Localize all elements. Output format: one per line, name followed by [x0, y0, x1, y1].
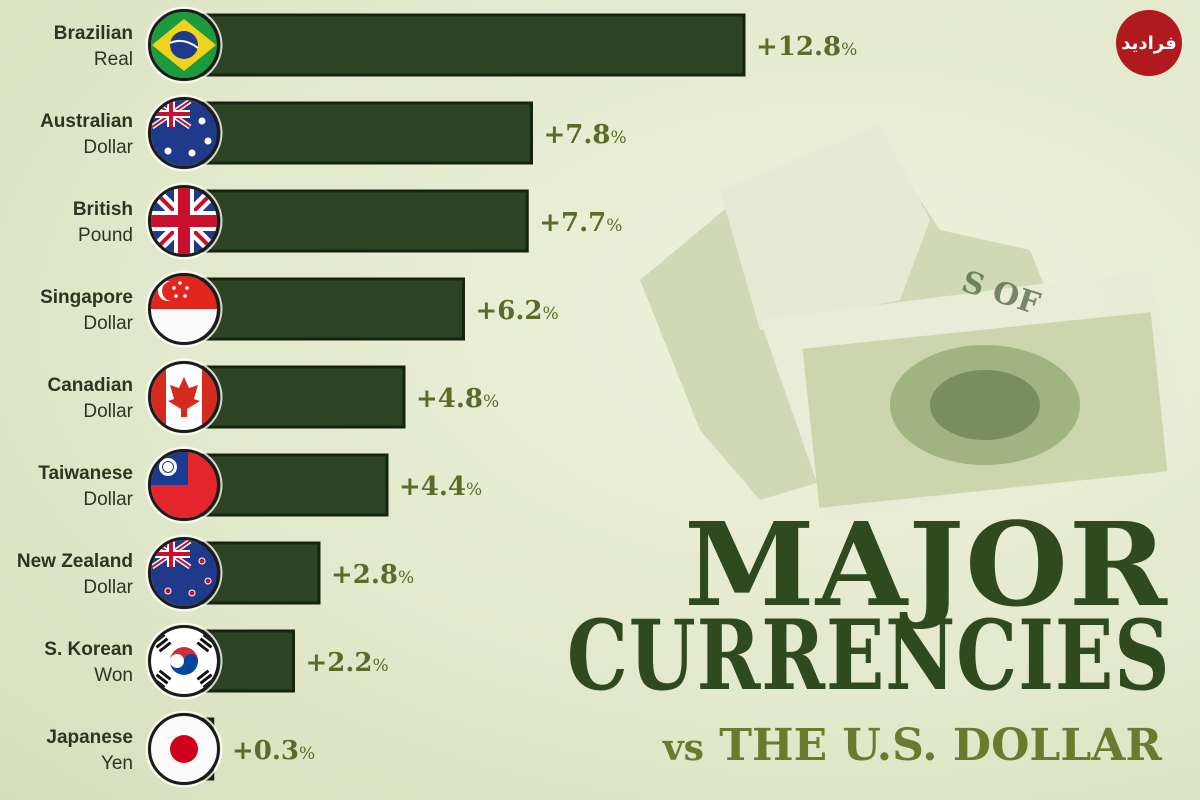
value-number: +7.8 [544, 120, 611, 150]
category-label-line2: Dollar [83, 489, 133, 510]
value-label: +7.7% [539, 208, 622, 238]
category-label: Brazilian Real [54, 23, 133, 70]
category-label-line2: Dollar [83, 401, 133, 422]
category-label: Australian Dollar [40, 111, 134, 158]
bar-row: Japanese Yen +0.3% [46, 710, 315, 788]
category-label-line1: Japanese [46, 727, 133, 748]
title-major: MAJOR [684, 496, 1168, 633]
value-unit: % [373, 656, 389, 676]
australia-flag-fill [151, 100, 217, 166]
category-label-line2: Won [94, 665, 133, 686]
category-label-line1: British [73, 199, 133, 220]
bar [198, 101, 533, 165]
bar-row: Singapore Dollar +6.2% [40, 270, 559, 348]
value-label: +12.8% [756, 32, 857, 62]
value-label: +4.4% [399, 472, 482, 502]
category-label-line1: S. Korean [44, 639, 133, 660]
value-unit: % [299, 744, 315, 764]
category-label-line2: Pound [78, 225, 133, 246]
category-label-line2: Dollar [83, 313, 133, 334]
bar-row: New Zealand Dollar +2.8% [17, 534, 414, 612]
brazil-flag-icon [145, 6, 223, 84]
brand-logo: فرادید [1116, 10, 1182, 76]
value-unit: % [841, 40, 857, 60]
new-zealand-flag-fill [151, 540, 217, 606]
value-number: +4.8 [416, 384, 483, 414]
value-number: +12.8 [756, 32, 841, 62]
value-number: +6.2 [476, 296, 543, 326]
subtitle-vs: vs [662, 727, 704, 769]
japan-flag-fill [151, 716, 217, 782]
category-label-line2: Dollar [83, 577, 133, 598]
category-label-line1: Brazilian [54, 23, 133, 44]
taiwan-flag-fill [151, 452, 217, 518]
south-korea-flag-icon [145, 622, 223, 700]
australia-flag-icon [145, 94, 223, 172]
value-unit: % [606, 216, 622, 236]
subtitle-main: THE U.S. DOLLAR [719, 720, 1162, 771]
singapore-flag-icon [145, 270, 223, 348]
category-label: Canadian Dollar [47, 375, 133, 422]
value-number: +7.7 [539, 208, 606, 238]
value-unit: % [466, 480, 482, 500]
category-label: S. Korean Won [44, 639, 133, 686]
bar-row: British Pound +7.7% [73, 182, 622, 260]
category-label: Singapore Dollar [40, 287, 134, 334]
bar-row: Taiwanese Dollar +4.4% [38, 446, 482, 524]
value-label: +6.2% [476, 296, 559, 326]
value-label: +4.8% [416, 384, 499, 414]
category-label: Taiwanese Dollar [38, 463, 133, 510]
bar [198, 453, 389, 517]
category-label-line1: Singapore [40, 287, 133, 308]
category-label: Japanese Yen [46, 727, 133, 774]
value-number: +2.2 [306, 648, 373, 678]
uk-flag-icon [145, 182, 223, 260]
canada-flag-icon [145, 358, 223, 436]
category-label-line1: Australian [40, 111, 133, 132]
brand-logo-text: فرادید [1121, 32, 1177, 54]
new-zealand-flag-icon [145, 534, 223, 612]
category-label-line1: Taiwanese [38, 463, 133, 484]
bar [198, 277, 465, 341]
value-label: +2.8% [331, 560, 414, 590]
subtitle: vs THE U.S. DOLLAR [663, 718, 1162, 776]
category-label: New Zealand Dollar [17, 551, 134, 598]
bar-row: Canadian Dollar +4.8% [47, 358, 499, 436]
japan-flag-icon [145, 710, 223, 788]
bar [198, 365, 406, 429]
bar [198, 13, 746, 77]
bar [198, 189, 529, 253]
value-unit: % [483, 392, 499, 412]
category-label-line2: Dollar [83, 137, 133, 158]
value-label: +7.8% [544, 120, 627, 150]
bar-row: S. Korean Won +2.2% [44, 622, 389, 700]
value-number: +2.8 [331, 560, 398, 590]
value-unit: % [543, 304, 559, 324]
brazil-flag-fill [151, 12, 217, 78]
value-label: +0.3% [232, 736, 315, 766]
value-number: +4.4 [399, 472, 466, 502]
title-currencies: CURRENCIES [566, 599, 1170, 712]
category-label-line2: Real [94, 49, 133, 70]
category-label-line1: New Zealand [17, 551, 133, 572]
category-label-line2: Yen [101, 753, 133, 774]
bar-row: Brazilian Real +12.8% [54, 6, 857, 84]
value-number: +0.3 [232, 736, 299, 766]
value-label: +2.2% [306, 648, 389, 678]
category-label-line1: Canadian [47, 375, 133, 396]
category-label: British Pound [73, 199, 133, 246]
value-unit: % [611, 128, 627, 148]
bar-row: Australian Dollar +7.8% [40, 94, 627, 172]
value-unit: % [398, 568, 414, 588]
taiwan-flag-icon [145, 446, 223, 524]
south-korea-flag-fill [151, 628, 217, 694]
